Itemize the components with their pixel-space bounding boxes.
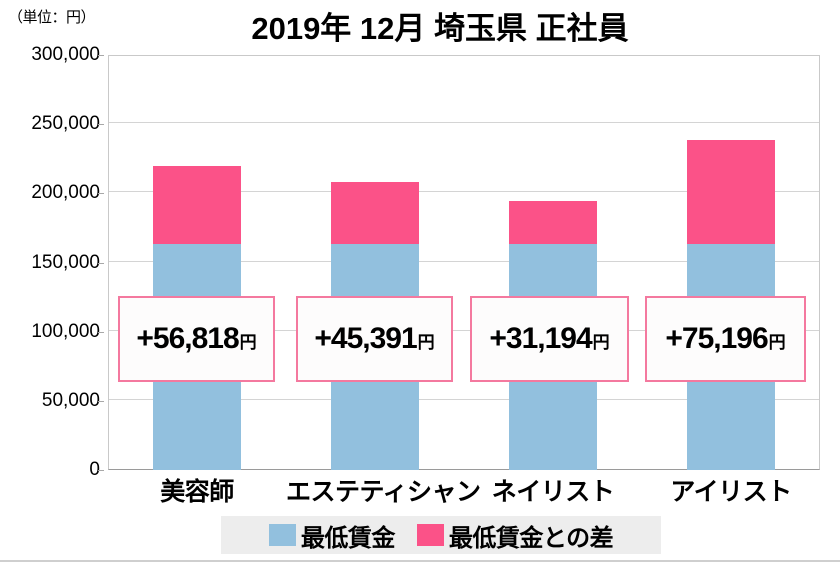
- callout-currency-unit: 円: [592, 333, 610, 352]
- gridline: [109, 329, 819, 331]
- gridline: [109, 191, 819, 193]
- y-axis-tick-label: 50,000: [41, 389, 100, 411]
- gridline: [109, 398, 819, 400]
- x-axis-label: アイリスト: [670, 478, 792, 506]
- value-callout: +45,391 円: [296, 296, 453, 382]
- value-callout: +75,196 円: [645, 296, 806, 382]
- callout-amount: +56,818: [136, 322, 239, 355]
- y-axis-tick-label: 0: [89, 459, 100, 480]
- legend-swatch-min-wage: [268, 524, 296, 546]
- y-axis-tick-label: 250,000: [31, 113, 100, 135]
- value-callout: +56,818 円: [118, 296, 275, 382]
- y-axis: 0 50,000 100,000 150,000 200,000 250,000 300,0…: [0, 44, 104, 480]
- legend-item[interactable]: 最低賃金: [268, 518, 396, 553]
- legend-item[interactable]: 最低賃金との差: [416, 518, 614, 553]
- y-axis-tick-mark: [98, 193, 104, 195]
- callout-amount: +75,196: [665, 322, 768, 355]
- value-callout: +31,194 円: [470, 296, 629, 382]
- y-axis-tick-mark: [98, 331, 104, 333]
- y-axis-tick-mark: [98, 55, 104, 56]
- y-axis-tick-mark: [98, 470, 104, 471]
- bar-group[interactable]: [509, 55, 597, 470]
- callout-currency-unit: 円: [768, 333, 786, 352]
- chart-legend: 最低賃金 最低賃金との差: [221, 516, 661, 554]
- bar-segment-difference[interactable]: [153, 165, 241, 245]
- chart-title: 2019年 12月 埼玉県 正社員: [251, 11, 629, 46]
- y-axis-tick-label: 200,000: [31, 182, 100, 204]
- bar-segment-difference[interactable]: [509, 201, 597, 245]
- bar-segment-difference[interactable]: [687, 140, 775, 245]
- y-axis-tick-label: 150,000: [31, 251, 100, 273]
- x-axis-category-labels: 美容師 エステティシャン ネイリスト アイリスト: [108, 472, 820, 508]
- bar-group[interactable]: [331, 55, 419, 470]
- legend-label: 最低賃金: [300, 524, 396, 552]
- x-axis-label: エステティシャン: [286, 478, 481, 506]
- legend-label: 最低賃金との差: [448, 524, 614, 552]
- callout-amount: +45,391: [314, 322, 417, 355]
- bar-group[interactable]: [687, 55, 775, 470]
- bottom-divider: [0, 560, 840, 562]
- y-axis-tick-mark: [98, 262, 104, 264]
- gridline: [109, 260, 819, 262]
- bar-segment-difference[interactable]: [331, 181, 419, 245]
- callout-currency-unit: 円: [239, 333, 257, 352]
- y-axis-unit-label: （単位：円）: [8, 9, 96, 26]
- callout-currency-unit: 円: [417, 333, 435, 352]
- bar-group[interactable]: [153, 55, 241, 470]
- y-axis-tick-mark: [98, 124, 104, 126]
- y-axis-tick-label: 300,000: [31, 44, 100, 65]
- y-axis-tick-label: 100,000: [31, 320, 100, 342]
- legend-swatch-diff: [416, 524, 444, 546]
- gridline: [109, 122, 819, 124]
- x-axis-label: ネイリスト: [491, 478, 615, 506]
- callout-amount: +31,194: [489, 322, 592, 355]
- x-axis-label: 美容師: [160, 478, 234, 506]
- y-axis-tick-mark: [98, 400, 104, 402]
